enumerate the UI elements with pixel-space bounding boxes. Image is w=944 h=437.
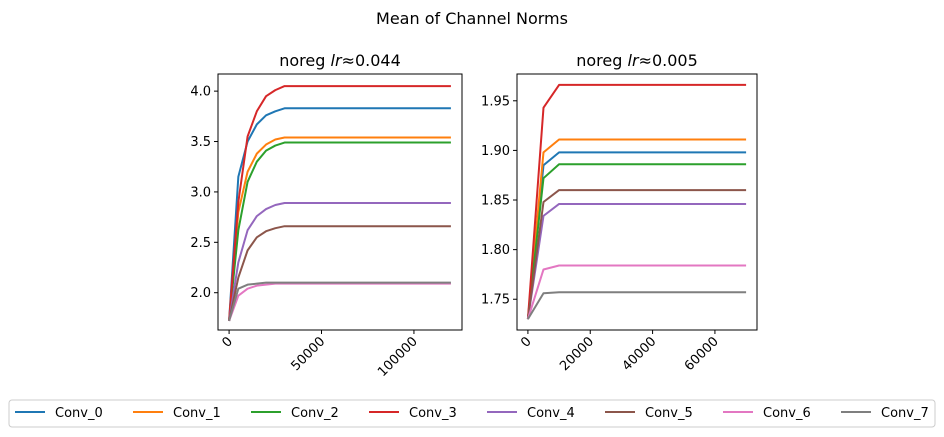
- x-tick-label: 20000: [557, 334, 597, 374]
- axes-frame: [217, 73, 463, 331]
- legend-label: Conv_0: [55, 406, 103, 421]
- legend-entry: Conv_6: [723, 406, 811, 421]
- y-tick-label: 3.0: [190, 185, 211, 200]
- y-tick-label: 1.80: [481, 243, 510, 258]
- legend-label: Conv_6: [763, 406, 811, 421]
- subplot-1: noreg lr≈0.005 1.75 1.80 1.85 1.90 1.95 0 20000…: [481, 51, 758, 374]
- line-conv-2: [526, 163, 747, 320]
- legend-label: Conv_1: [173, 406, 221, 421]
- y-tick-label: 4.0: [190, 85, 211, 100]
- subplot-title-prefix: noreg: [576, 51, 627, 70]
- x-tick-label: 0: [518, 334, 534, 350]
- line-conv-1: [228, 136, 451, 322]
- line-conv-4: [526, 202, 747, 320]
- line-conv-0: [526, 151, 747, 320]
- legend-entry: Conv_1: [133, 406, 221, 421]
- x-tick-label: 100000: [375, 334, 421, 380]
- subplot-0: noreg lr≈0.044 2.0 2.5 3.0 3.5 4.0 0 50000 10000…: [190, 51, 463, 380]
- legend-label: Conv_5: [645, 406, 693, 421]
- y-tick-label: 2.0: [190, 286, 211, 301]
- legend-entry: Conv_5: [605, 406, 693, 421]
- line-conv-4: [228, 202, 451, 322]
- legend-label: Conv_4: [527, 406, 575, 421]
- legend-entry: Conv_3: [369, 406, 457, 421]
- subplot-title: noreg lr≈0.005: [576, 51, 698, 70]
- line-conv-5: [526, 189, 747, 320]
- y-tick-label: 1.85: [481, 194, 510, 209]
- x-tick-label: 0: [219, 334, 235, 350]
- line-conv-0: [228, 107, 451, 321]
- line-conv-1: [526, 138, 747, 320]
- legend-label: Conv_7: [881, 406, 929, 421]
- line-conv-3: [228, 85, 451, 322]
- y-tick-label: 1.75: [481, 293, 510, 308]
- line-conv-5: [228, 225, 451, 322]
- x-tick-label: 60000: [682, 334, 722, 374]
- legend-entry: Conv_2: [251, 406, 339, 421]
- subplot-title-value: ≈0.005: [639, 51, 698, 70]
- line-conv-3: [526, 83, 747, 320]
- line-conv-7: [228, 281, 451, 322]
- subplot-title-prefix: noreg: [279, 51, 330, 70]
- subplot-title-lr: lr: [628, 51, 640, 70]
- legend-entry: Conv_0: [15, 406, 103, 421]
- legend-frame: [8, 399, 936, 428]
- subplot-title: noreg lr≈0.044: [279, 51, 401, 70]
- x-tick-label: 40000: [620, 334, 660, 374]
- line-conv-6: [228, 282, 451, 322]
- legend-label: Conv_3: [409, 406, 457, 421]
- line-conv-7: [527, 291, 747, 320]
- legend-label: Conv_2: [291, 406, 339, 421]
- x-tick-label: 50000: [288, 334, 328, 374]
- legend-entry: Conv_7: [841, 406, 929, 421]
- y-tick-label: 3.5: [190, 135, 211, 150]
- legend: Conv_0 Conv_1 Conv_2 Conv_3 Conv_4 Conv_5 Conv…: [8, 399, 936, 428]
- subplot-title-lr: lr: [331, 51, 343, 70]
- axes-frame: [516, 73, 758, 331]
- subplot-title-value: ≈0.044: [342, 51, 401, 70]
- figure-title: Mean of Channel Norms: [376, 9, 568, 28]
- y-tick-label: 2.5: [190, 236, 211, 251]
- y-tick-label: 1.90: [481, 144, 510, 159]
- legend-entry: Conv_4: [487, 406, 575, 421]
- y-tick-label: 1.95: [481, 94, 510, 109]
- line-conv-6: [526, 264, 747, 320]
- line-conv-2: [228, 141, 451, 322]
